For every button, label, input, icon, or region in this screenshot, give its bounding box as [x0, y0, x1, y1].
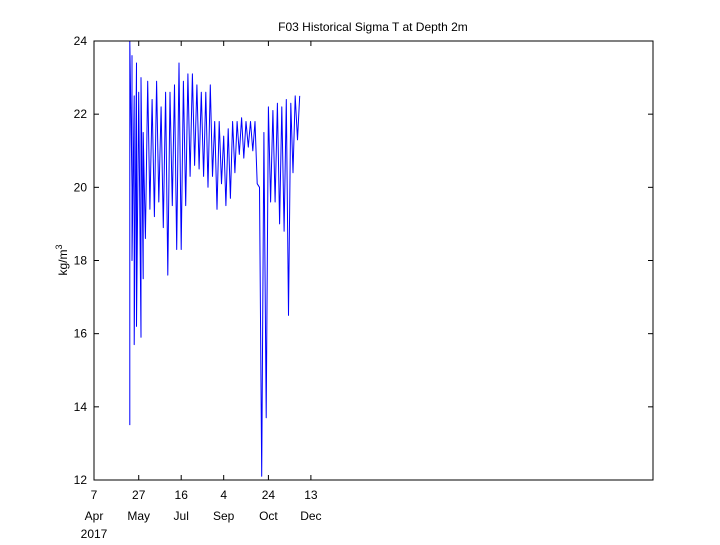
y-tick-label: 14 — [74, 400, 88, 414]
x-tick-label: 13 — [304, 488, 318, 502]
y-axis-label: kg/m3 — [54, 244, 70, 275]
x-tick-month-label: Jul — [174, 509, 189, 523]
chart-title: F03 Historical Sigma T at Depth 2m — [278, 20, 468, 34]
x-tick-month-label: Dec — [300, 509, 321, 523]
y-axis-label-superscript: 3 — [54, 244, 64, 249]
year-label: 2017 — [81, 527, 108, 540]
x-axis: 7 Apr 27 May 16 Jul 4 Sep 24 Oct 13 Dec — [85, 41, 322, 523]
y-tick-label: 24 — [74, 34, 88, 48]
series-line — [129, 40, 301, 477]
y-tick-label: 22 — [74, 107, 88, 121]
y-axis: 12 14 16 18 20 22 24 — [74, 34, 653, 487]
y-tick-label: 12 — [74, 473, 88, 487]
x-tick-month-label: May — [127, 509, 150, 523]
plot-data-area — [129, 40, 301, 477]
x-tick-label: 24 — [262, 488, 276, 502]
x-tick-month-label: Apr — [85, 509, 104, 523]
x-tick-month-label: Sep — [213, 509, 235, 523]
x-tick-month-label: Oct — [259, 509, 278, 523]
x-tick-label: 16 — [175, 488, 189, 502]
y-tick-label: 20 — [74, 180, 88, 194]
x-tick-label: 7 — [91, 488, 98, 502]
y-tick-label: 18 — [74, 254, 88, 268]
x-tick-label: 27 — [132, 488, 146, 502]
x-tick-label: 4 — [220, 488, 227, 502]
y-tick-label: 16 — [74, 327, 88, 341]
plot-frame — [93, 40, 654, 481]
